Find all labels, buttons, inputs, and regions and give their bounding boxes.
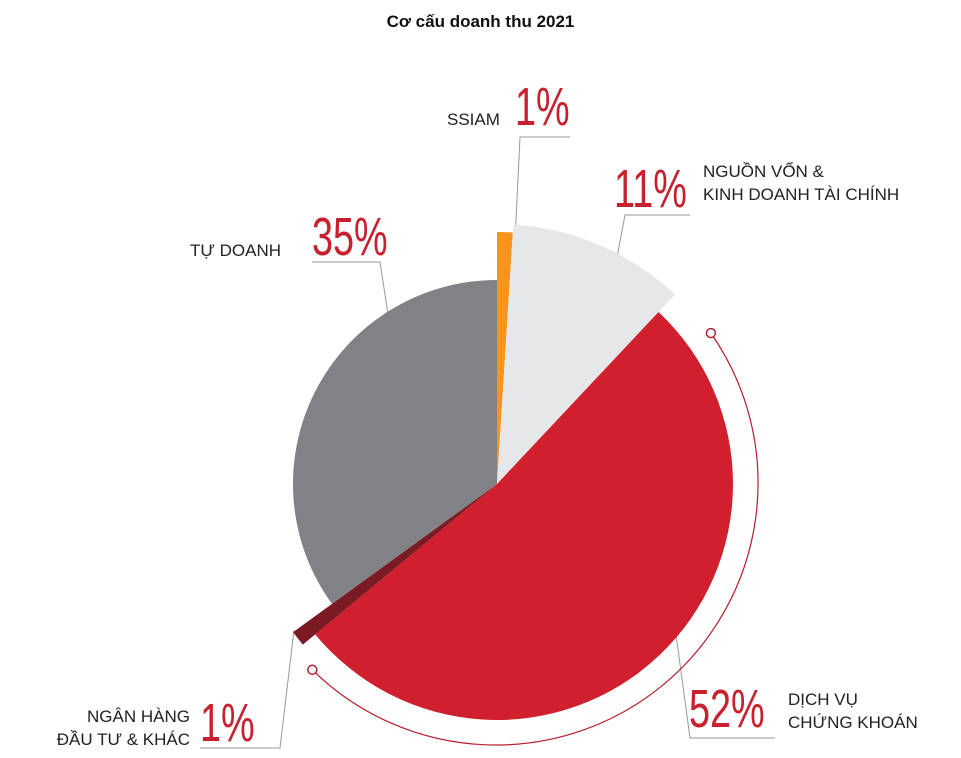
pie-slice <box>497 224 675 484</box>
pie-slice <box>497 232 513 484</box>
slice-value-label: 35% <box>312 207 388 267</box>
slice-name: NGÂN HÀNG ĐẦU TƯ & KHÁC <box>56 707 190 749</box>
leader-line <box>671 604 775 739</box>
pie-slice <box>293 484 497 645</box>
slice-name: TỰ DOANH <box>190 241 282 260</box>
slice-value-label: 1% <box>515 77 570 137</box>
decor-dot <box>307 664 318 676</box>
slice-value-label: 11% <box>614 159 687 219</box>
decor-arc <box>311 332 759 746</box>
leader-line <box>513 136 570 263</box>
slice-value-label: 1% <box>200 693 255 753</box>
chart-title: Cơ cấu doanh thu 2021 <box>386 12 575 31</box>
slice-name: DỊCH VỤ CHỨNG KHOÁN <box>788 690 918 732</box>
slices <box>292 224 734 721</box>
leader-line <box>200 629 295 749</box>
slice-name: NGUỒN VỐN & KINH DOANH TÀI CHÍNH <box>703 162 900 204</box>
pie-slice <box>315 311 734 721</box>
pie-slice <box>292 280 497 604</box>
slice-value-label: 52% <box>689 679 765 739</box>
leader-lines <box>200 136 775 749</box>
slice-name: SSIAM <box>447 110 500 129</box>
decor-dot <box>705 327 717 339</box>
